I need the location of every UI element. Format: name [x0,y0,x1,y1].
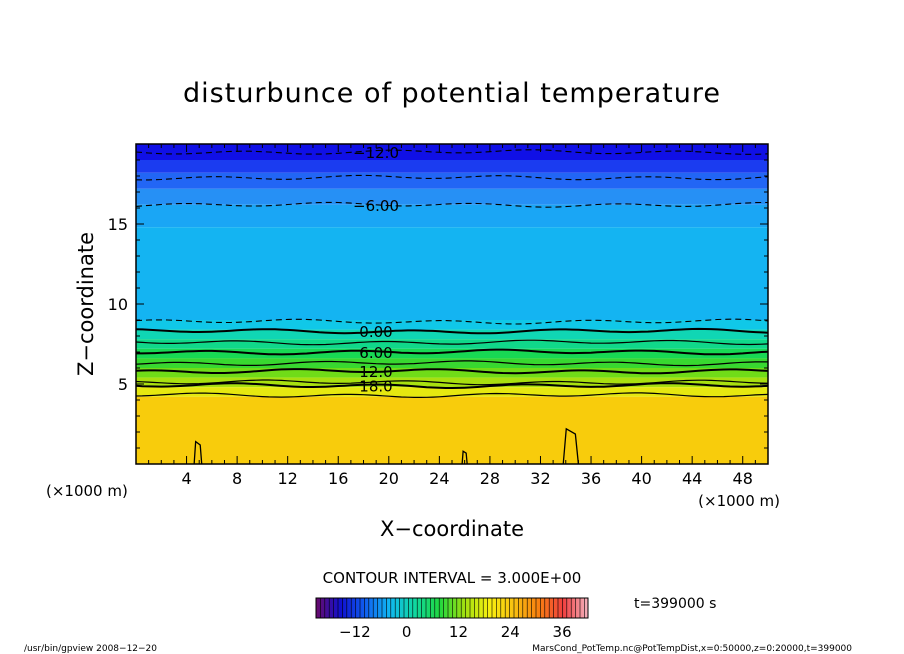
x-unit-left: (×1000 m) [46,482,128,500]
colorbar-tick-label: 36 [553,623,572,641]
color-field [136,144,768,464]
x-tick-label: 8 [232,469,242,488]
ground-contour-0 [193,440,203,465]
field-band-10 [136,358,768,368]
colorbar-tick-labels: −12 0 12 24 36 [339,623,572,641]
x-tick-label: 20 [379,469,399,488]
time-label: t=399000 s [634,596,716,612]
footer-left: /usr/bin/gpview 2008−12−20 [24,644,157,654]
field-band-3 [136,188,768,205]
field-band-13 [136,387,768,397]
contour-interval: CONTOUR INTERVAL = 3.000E+00 [323,569,582,587]
field-band-14 [136,396,768,464]
contour-9 [135,379,769,386]
contour-8 [135,368,769,375]
field-band-2 [136,172,768,189]
contour-label-1: −6.00 [353,197,399,215]
y-tick-label: 10 [108,295,128,314]
ground-contour-1 [461,450,468,465]
ground-contour-2 [562,427,580,465]
footer-right: MarsCond_PotTemp.nc@PotTempDist,x=0:5000… [532,644,852,654]
y-axis-label: Z−coordinate [74,232,98,376]
x-tick-label: 24 [429,469,449,488]
x-tick-label: 40 [631,469,651,488]
contour-lines [135,149,769,465]
contour-label-2: 0.00 [359,323,392,341]
contour-2 [135,201,768,208]
contour-0 [135,149,769,155]
x-tick-label: 48 [733,469,753,488]
field-band-12 [136,377,768,388]
x-tick-label: 4 [181,469,191,488]
field-band-4 [136,204,768,228]
contour-label-5: 18.0 [359,378,392,396]
x-tick-label: 16 [328,469,348,488]
contour-11 [135,392,769,398]
x-axis-label: X−coordinate [380,517,524,541]
contour-label-4: 12.0 [359,363,392,381]
chart-title: disturbunce of potential temperature [183,78,721,109]
field-band-7 [136,329,768,340]
contour-5 [135,339,769,346]
field-band-11 [136,368,768,378]
contour-10 [135,382,769,389]
field-band-9 [136,348,768,359]
x-tick-label: 36 [581,469,601,488]
x-unit-right: (×1000 m) [698,492,780,510]
x-tick-label: 32 [530,469,550,488]
contour-4 [135,327,769,335]
colorbar-tick-label: 0 [402,623,412,641]
colorbar-tick-label: −12 [339,623,371,641]
y-tick-label: 5 [118,375,128,394]
contour-1 [135,174,769,181]
y-tick-label: 15 [108,215,128,234]
field-band-1 [136,160,768,173]
colorbar-gradient [315,597,589,619]
contour-7 [135,360,768,367]
x-tick-label: 44 [682,469,702,488]
contour-3 [135,318,769,325]
contour-6 [136,348,769,356]
x-axis-ticks: 4 8 12 16 20 24 28 32 36 40 44 48 [135,144,769,488]
colorbar [315,597,589,619]
x-tick-label: 12 [278,469,298,488]
field-band-6 [136,320,768,330]
field-band-0 [136,144,768,160]
contour-label-3: 6.00 [359,344,392,362]
y-axis-ticks: 5 10 15 [108,143,768,465]
contour-label-0: −12.0 [353,144,399,162]
colorbar-tick-label: 24 [501,623,520,641]
x-tick-label: 28 [480,469,500,488]
field-band-5 [136,227,768,320]
colorbar-tick-label: 12 [449,623,468,641]
